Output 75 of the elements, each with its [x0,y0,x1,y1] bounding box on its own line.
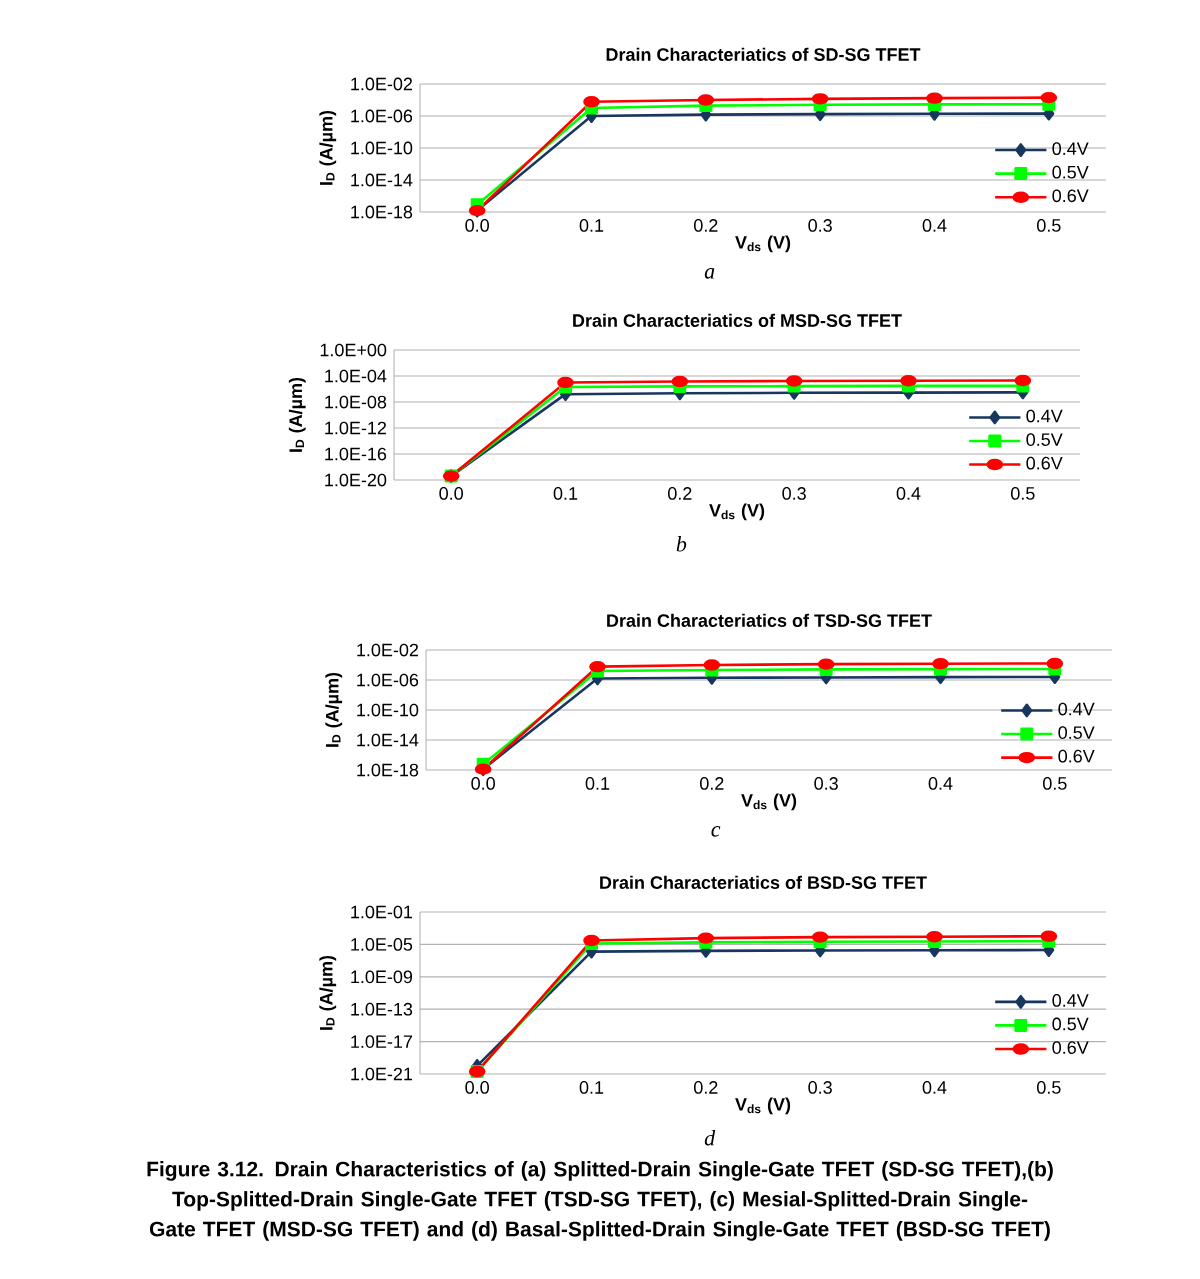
x-tick-label: 0.3 [782,487,806,500]
x-axis-title: V$_{ds}$ (V) [709,503,765,521]
legend-label: 0.4V [1026,409,1063,423]
y-tick-label: 1.0E-08 [325,395,387,409]
legend-label: 0.6V [1026,456,1063,470]
y-tick-label: 1.0E-18 [357,763,419,777]
x-tick-label: 0.2 [700,777,724,790]
legend-label: 0.5V [1026,433,1063,446]
y-tick-label: 1.0E-17 [351,1035,413,1048]
legend-label: 0.4V [1052,142,1089,156]
y-tick-label: 1.0E-09 [351,970,413,984]
x-tick-label: 0.1 [579,1081,604,1094]
legend-label: 0.4V [1058,702,1095,716]
y-tick-label: 1.0E+00 [320,343,387,357]
y-tick-label: 1.0E-18 [351,205,413,219]
x-tick-label: 0.4 [922,219,947,232]
legend-label: 0.5V [1052,165,1089,179]
y-tick-label: 1.0E-14 [351,173,413,187]
y-tick-label: 1.0E-05 [351,938,413,951]
y-tick-label: 1.0E-10 [351,141,413,155]
y-tick-label: 1.0E-02 [351,77,413,91]
y-tick-label: 1.0E-20 [325,473,387,487]
legend-label: 0.4V [1052,994,1089,1007]
y-tick-label: 1.0E-10 [357,703,419,717]
chart-title: Drain Characteriatics of SD-SG TFET [606,47,921,61]
x-tick-label: 0.2 [694,1081,718,1094]
chart-title: Drain Characteriatics of MSD-SG TFET [573,313,902,327]
x-tick-label: 0.1 [553,487,578,500]
x-tick-label: 0.5 [1043,777,1067,790]
x-tick-label: 0.3 [808,219,832,232]
x-tick-label: 0.1 [579,219,604,232]
x-tick-label: 0.0 [471,777,495,790]
y-tick-label: 1.0E-16 [325,447,387,461]
legend-label: 0.5V [1058,726,1095,739]
text: a [704,268,715,279]
y-tick-label: 1.0E-06 [357,673,419,687]
y-tick-label: 1.0E-02 [357,643,419,657]
x-tick-label: 0.0 [465,219,489,232]
y-axis-title: I$_{D}$ (A/µm) [325,672,343,747]
caption: Figure 3.12. Drain Characteristics of (a) Splitted-Drain Single-Gate TFET (SD-SG TFET),(b) Top-Splitted-Drain Single-Gate TFET (TSD-SG TFET), (c) Mesial-Splitted-Drain Single-Gate TFET (MSD-SG TFET) and (d) Basal-Splitted-Drain Single-Gate TFET (BSD-SG TFET) [147,1161,1053,1241]
y-tick-label: 1.0E-06 [351,109,413,123]
x-tick-label: 0.3 [808,1081,832,1094]
y-tick-label: 1.0E-13 [351,1002,413,1016]
text: d [704,1130,716,1146]
x-tick-label: 0.2 [694,219,718,232]
y-axis-title: I$_{D}$ (A/µm) [319,955,337,1030]
x-tick-label: 0.4 [922,1081,947,1094]
y-tick-label: 1.0E-04 [325,369,387,383]
y-axis-title: I$_{D}$ (A/µm) [319,110,337,185]
x-axis-title: V$_{ds}$ (V) [735,1097,791,1115]
x-tick-label: 0.0 [465,1081,489,1094]
text: c [711,826,721,837]
x-tick-label: 0.1 [585,777,610,790]
y-tick-label: 1.0E-14 [357,733,419,747]
x-axis-title: V$_{ds}$ (V) [741,793,797,811]
x-tick-label: 0.0 [439,487,463,500]
x-tick-label: 0.4 [928,777,953,790]
x-tick-label: 0.5 [1037,219,1061,232]
x-tick-label: 0.5 [1037,1081,1061,1094]
x-tick-label: 0.4 [896,487,921,500]
y-tick-label: 1.0E-01 [351,905,413,919]
y-tick-label: 1.0E-12 [325,421,387,435]
x-tick-label: 0.3 [814,777,838,790]
legend-label: 0.6V [1058,749,1095,763]
legend-label: 0.6V [1052,189,1089,203]
x-tick-label: 0.2 [668,487,692,500]
legend-label: 0.6V [1052,1041,1089,1054]
x-axis-title: V$_{ds}$ (V) [735,235,791,253]
text: b [676,536,687,552]
y-axis-title: I$_{D}$ (A/µm) [288,377,306,452]
y-tick-label: 1.0E-21 [351,1067,413,1081]
x-tick-label: 0.5 [1011,487,1035,500]
chart-title: Drain Characteriatics of BSD-SG TFET [600,875,927,889]
legend-label: 0.5V [1052,1017,1089,1031]
chart-title: Drain Characteriatics of TSD-SG TFET [607,613,932,627]
